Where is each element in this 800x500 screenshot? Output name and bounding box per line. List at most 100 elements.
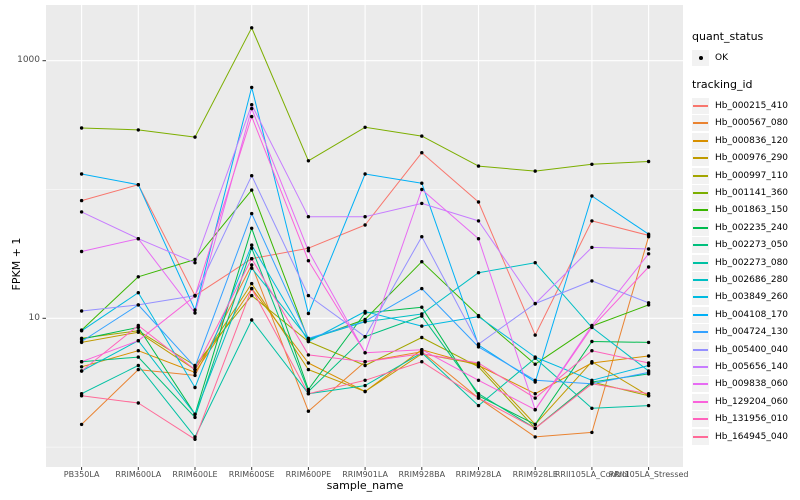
data-point <box>193 370 197 375</box>
data-point <box>79 172 84 176</box>
data-point <box>590 325 594 330</box>
data-point <box>250 188 254 192</box>
data-point <box>533 355 537 359</box>
data-point <box>193 435 197 439</box>
data-point <box>533 301 537 306</box>
legend-item-Hb_000567_080: Hb_000567_080 <box>692 115 798 132</box>
legend-item-label: Hb_005656_140 <box>715 361 789 372</box>
series-color-swatch <box>692 411 709 428</box>
data-point <box>250 103 254 107</box>
legend-item-label: Hb_129204_060 <box>715 396 789 407</box>
legend-item-label: Hb_131956_010 <box>715 414 789 425</box>
data-point <box>533 333 537 337</box>
x-tick-label: RRIM600PE <box>285 470 332 479</box>
legend-item-Hb_004108_170: Hb_004108_170 <box>692 306 798 323</box>
data-point <box>590 378 594 382</box>
data-point <box>646 301 651 305</box>
data-point <box>646 235 651 239</box>
data-point <box>420 286 424 291</box>
data-point <box>476 378 481 382</box>
legend-tracking-items: Hb_000215_410 Hb_000567_080 Hb_000836_120 H… <box>692 97 798 445</box>
data-point <box>250 246 254 250</box>
legend-item-Hb_002686_280: Hb_002686_280 <box>692 271 798 288</box>
legend-item-Hb_131956_010: Hb_131956_010 <box>692 410 798 428</box>
data-point <box>420 312 424 316</box>
legend-item-Hb_005400_040: Hb_005400_040 <box>692 341 798 358</box>
data-point <box>250 243 254 247</box>
data-point <box>193 257 197 262</box>
data-point <box>193 365 197 369</box>
data-point <box>306 353 311 357</box>
data-point <box>363 319 367 323</box>
data-point <box>250 257 254 261</box>
legend-item-label: Hb_000215_410 <box>715 101 789 112</box>
data-point <box>136 367 140 372</box>
series-color-swatch <box>692 324 709 341</box>
data-point <box>476 365 481 369</box>
data-point <box>193 437 197 441</box>
data-point <box>193 415 197 420</box>
data-point <box>533 435 537 439</box>
legend-item-Hb_005656_140: Hb_005656_140 <box>692 358 798 375</box>
data-point <box>363 389 367 394</box>
data-point <box>193 385 197 390</box>
legend-item-label: Hb_002273_050 <box>715 240 789 251</box>
data-point <box>476 361 481 365</box>
data-point <box>306 249 311 253</box>
data-point <box>476 403 481 408</box>
legend-item-label: Hb_001141_360 <box>715 188 789 199</box>
data-point <box>136 303 140 307</box>
data-point <box>646 252 651 256</box>
legend-item-label: Hb_009838_060 <box>715 379 789 390</box>
data-point <box>533 362 537 366</box>
data-point <box>590 430 594 435</box>
data-point <box>533 422 537 427</box>
data-point <box>363 172 367 176</box>
data-point <box>533 408 537 412</box>
series-color-swatch <box>692 428 709 445</box>
data-point <box>533 261 537 265</box>
series-color-swatch <box>692 358 709 375</box>
data-point <box>193 311 197 315</box>
data-point <box>363 360 367 364</box>
data-point <box>646 363 651 368</box>
x-tick-label: RRIM928LE <box>512 470 558 479</box>
data-point <box>136 355 140 359</box>
data-point <box>79 126 84 130</box>
data-point <box>79 369 84 373</box>
data-point <box>646 403 651 408</box>
legend-item-label: Hb_000567_080 <box>715 118 789 129</box>
data-point <box>136 401 140 405</box>
legend-item-Hb_002273_050: Hb_002273_050 <box>692 237 798 254</box>
data-point <box>250 293 254 298</box>
data-point <box>533 396 537 400</box>
data-point <box>476 314 481 319</box>
series-color-swatch <box>692 271 709 288</box>
legend-item-Hb_002235_240: Hb_002235_240 <box>692 219 798 236</box>
x-tick-label: RRIM600LE <box>172 470 218 479</box>
data-point <box>79 249 84 254</box>
data-point <box>250 263 254 267</box>
data-point <box>79 365 84 369</box>
x-tick-label: RRII105LA_Stressed <box>608 470 689 479</box>
data-point <box>193 308 197 312</box>
data-point <box>250 281 254 286</box>
data-point <box>420 335 424 340</box>
legend-item-Hb_000976_290: Hb_000976_290 <box>692 150 798 167</box>
data-point <box>306 336 311 340</box>
data-point <box>420 352 424 356</box>
legend-item-label: Hb_002235_240 <box>715 222 789 233</box>
data-point <box>250 286 254 291</box>
data-point <box>306 361 311 365</box>
legend-item-label: Hb_002273_080 <box>715 257 789 268</box>
data-point <box>476 342 481 346</box>
data-point <box>590 406 594 410</box>
data-point <box>590 382 594 386</box>
x-tick-label: RRIM600LA <box>115 470 162 479</box>
legend-item-Hb_129204_060: Hb_129204_060 <box>692 393 798 410</box>
data-point <box>193 373 197 378</box>
data-point <box>646 354 651 358</box>
series-color-swatch <box>692 167 709 184</box>
y-axis-title: FPKM + 1 <box>10 237 23 291</box>
data-point <box>363 223 367 227</box>
